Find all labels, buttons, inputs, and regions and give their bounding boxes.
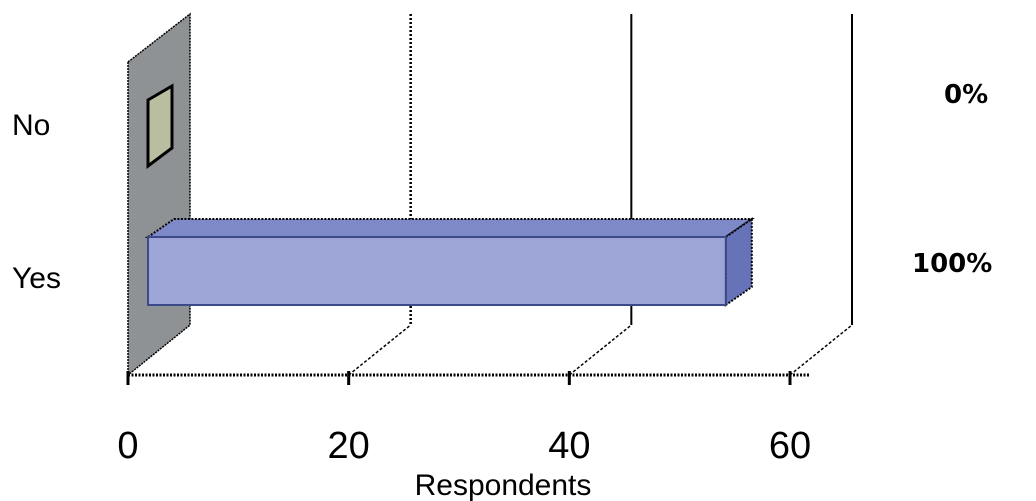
tick-label-40: 40 <box>548 425 590 467</box>
floor-diagonal-20 <box>348 324 412 376</box>
labels: No Yes 0% 100% Respondents <box>12 80 992 501</box>
tick-label-60: 60 <box>769 425 811 467</box>
category-label-yes: Yes <box>12 262 61 295</box>
floor-diagonal-40 <box>568 324 632 376</box>
floor <box>128 324 853 377</box>
wall-plane <box>127 12 191 377</box>
x-axis-title: Respondents <box>415 469 592 501</box>
tick-label-0: 0 <box>117 425 138 467</box>
bar-yes <box>147 236 727 306</box>
category-label-no: No <box>12 109 50 142</box>
x-axis-ticks: 0 20 40 60 <box>117 371 811 467</box>
tick-label-20: 20 <box>328 425 370 467</box>
bar-top-yes <box>144 218 756 238</box>
bar-side-yes <box>724 217 753 307</box>
data-label-yes: 100% <box>912 249 992 279</box>
bar-no <box>146 83 174 169</box>
bars <box>144 83 756 307</box>
floor-diagonal-60 <box>789 324 853 376</box>
side-wall <box>127 12 191 377</box>
data-label-no: 0% <box>944 80 988 110</box>
